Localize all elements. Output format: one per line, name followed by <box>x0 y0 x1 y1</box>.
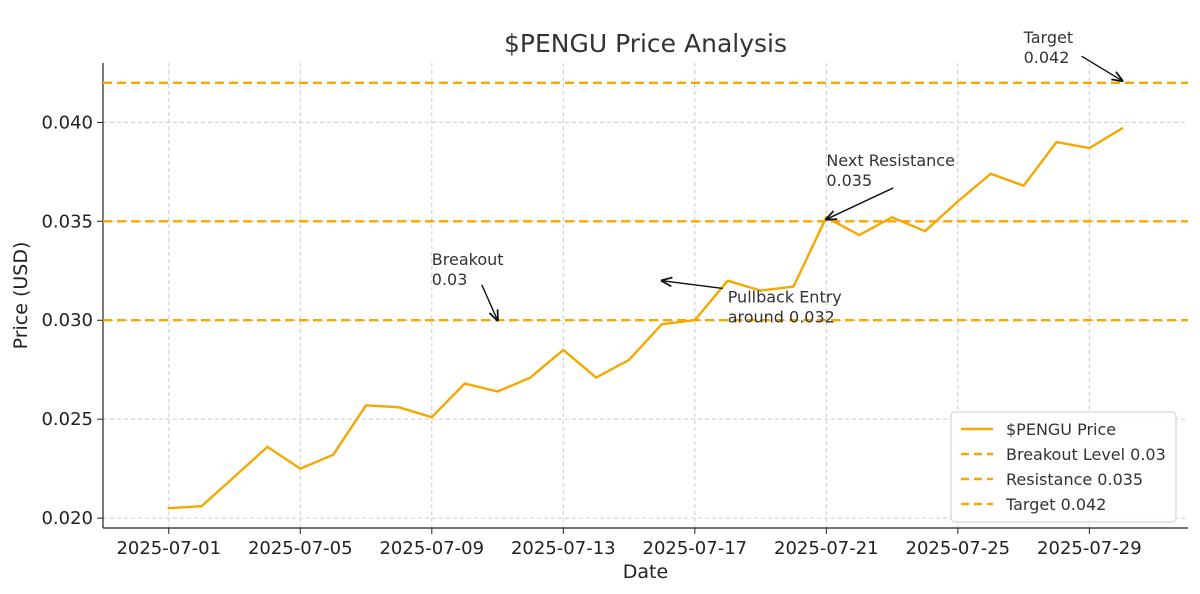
price-point <box>956 200 960 203</box>
price-point <box>759 289 762 292</box>
annotation-arrow <box>662 281 723 290</box>
legend-label: Target 0.042 <box>1005 495 1106 514</box>
annotation-target: Target 0.042 <box>1023 28 1074 67</box>
price-point <box>792 285 795 288</box>
annotation-arrow <box>826 187 894 219</box>
x-tick-label: 2025-07-29 <box>1037 538 1142 559</box>
price-point <box>364 404 368 407</box>
annotation-line: around 0.032 <box>728 307 835 326</box>
x-axis-title: Date <box>623 561 668 583</box>
annotation-line: Breakout <box>432 250 504 269</box>
price-point <box>496 390 499 393</box>
price-point <box>299 467 302 470</box>
price-point <box>726 279 729 282</box>
price-point <box>660 322 664 326</box>
legend-label: $PENGU Price <box>1006 420 1116 439</box>
x-tick-label: 2025-07-01 <box>116 538 221 559</box>
price-line <box>168 127 1123 510</box>
x-tick-label: 2025-07-25 <box>906 538 1011 559</box>
annotation-pullback: Pullback Entry around 0.032 <box>728 287 842 326</box>
legend-label: Resistance 0.035 <box>1006 470 1143 489</box>
price-point <box>627 358 631 362</box>
y-tick-label: 0.035 <box>41 211 93 232</box>
y-tick-label: 0.025 <box>41 409 93 430</box>
price-point <box>200 505 203 508</box>
annotation-line: 0.035 <box>826 171 872 190</box>
price-point <box>693 319 697 322</box>
price-point <box>923 229 927 233</box>
legend: $PENGU Price Breakout Level 0.03 Resistanc… <box>950 411 1177 523</box>
price-point <box>233 475 236 478</box>
price-point <box>266 445 269 449</box>
price-point <box>430 415 433 419</box>
price-point <box>529 376 532 379</box>
price-point <box>858 233 861 237</box>
legend-label: Breakout Level 0.03 <box>1006 445 1166 464</box>
price-point <box>989 172 992 176</box>
y-tick-label: 0.030 <box>41 310 93 331</box>
annotation-arrow <box>481 284 498 320</box>
price-point <box>463 382 466 385</box>
price-point <box>397 406 401 409</box>
y-tick-label: 0.040 <box>41 112 93 133</box>
price-point <box>594 376 598 379</box>
price-point <box>167 507 170 510</box>
price-point <box>1121 127 1124 130</box>
legend-box <box>950 411 1177 523</box>
annotation-line: Target <box>1023 28 1074 47</box>
annotation-line: 0.03 <box>432 270 468 289</box>
annotation-resistance: Next Resistance 0.035 <box>826 151 955 190</box>
annotation-breakout: Breakout 0.03 <box>432 250 504 289</box>
y-tick-label: 0.020 <box>41 508 93 529</box>
annotation-arrow <box>1081 55 1123 81</box>
x-tick-label: 2025-07-13 <box>511 538 616 559</box>
price-point <box>890 216 894 219</box>
chart-title: $PENGU Price Analysis <box>504 29 787 58</box>
x-tick-label: 2025-07-05 <box>248 538 353 559</box>
price-point <box>1055 140 1058 144</box>
annotation-line: 0.042 <box>1024 48 1070 67</box>
x-tick-label: 2025-07-21 <box>774 538 879 559</box>
annotation-line: Pullback Entry <box>728 287 842 306</box>
price-point <box>1088 146 1091 150</box>
x-tick-label: 2025-07-17 <box>643 538 748 559</box>
annotation-line: Next Resistance <box>826 151 955 170</box>
x-tick-label: 2025-07-09 <box>379 538 484 559</box>
price-point <box>331 453 335 456</box>
price-point <box>1022 184 1025 187</box>
y-axis-title: Price (USD) <box>10 242 32 350</box>
price-point <box>562 348 565 352</box>
